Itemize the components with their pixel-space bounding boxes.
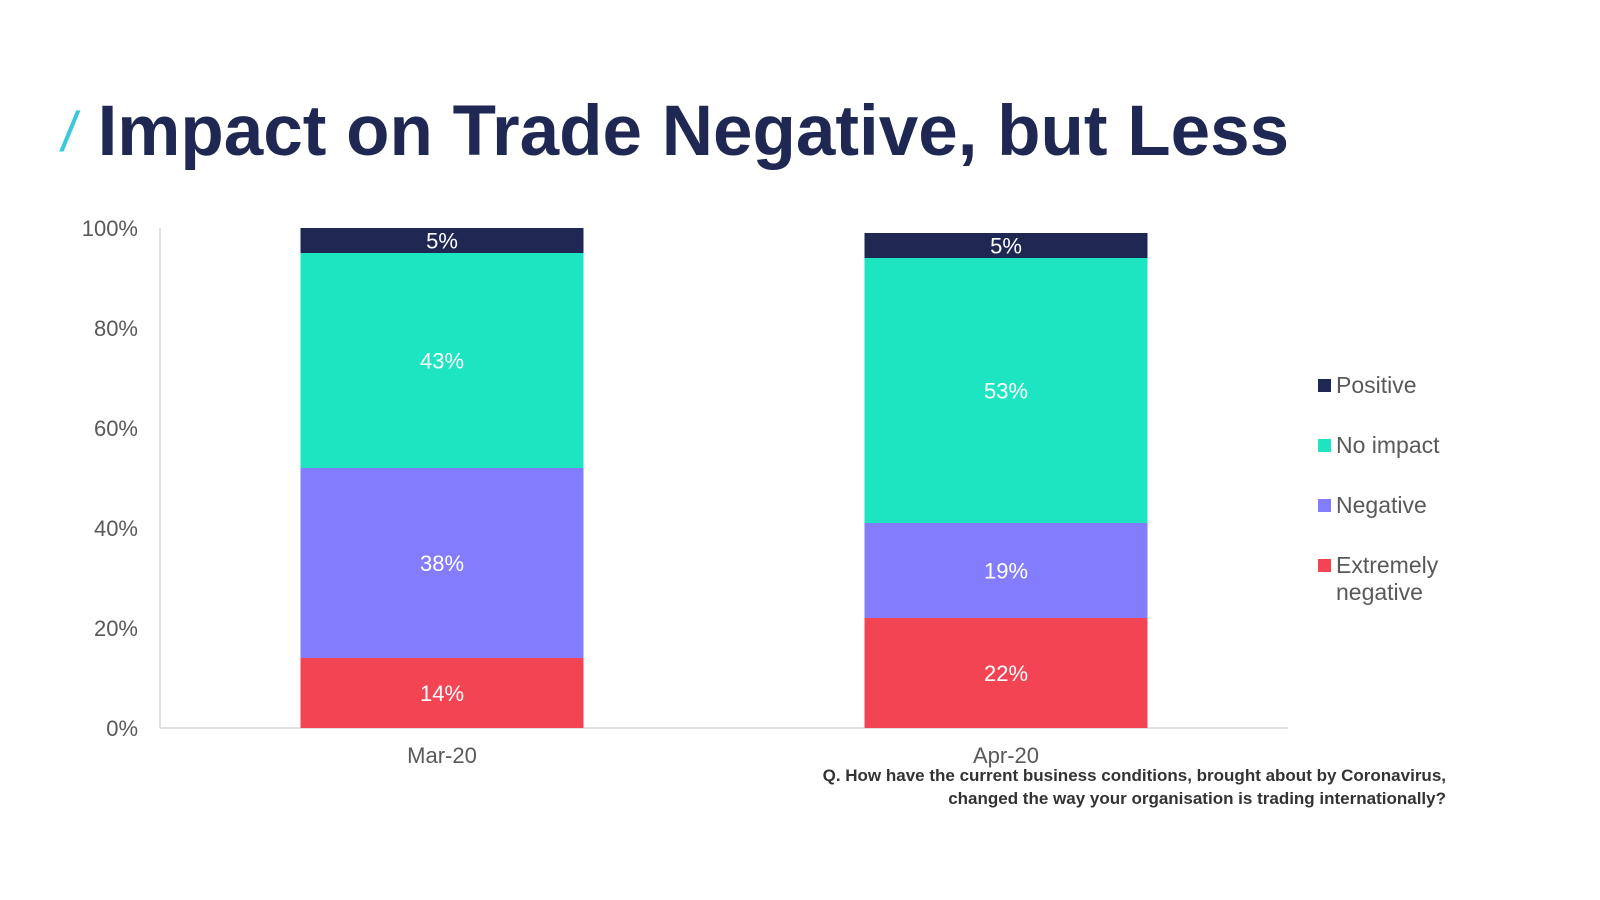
label-layer: 14% 38% 43% 5% 22% 19% 53% 5% [420,229,1028,707]
bar-segment [864,233,1148,258]
survey-question-line-1: Q. How have the current business conditi… [822,766,1446,785]
legend-label: No impact [1336,432,1440,458]
axis-layer: 0% 20% 40% 60% 80% 100% Mar-20 Apr-20 [82,216,1288,768]
bar-segment [300,658,584,728]
data-label: 14% [420,681,464,706]
title-bar: / Impact on Trade Negative, but Less [58,86,1290,176]
data-label: 19% [984,559,1028,584]
x-tick-label: Apr-20 [973,743,1039,768]
data-label: 5% [426,229,458,254]
bar-segment [864,618,1148,728]
page-title: Impact on Trade Negative, but Less [97,91,1290,171]
legend-item: Negative [1318,492,1456,519]
data-label: 38% [420,551,464,576]
bar-segment [300,468,584,658]
data-label: 5% [990,234,1022,259]
y-tick-label: 100% [82,216,138,241]
legend-label: Negative [1336,492,1427,518]
bar-segment [864,258,1148,523]
survey-question: Q. How have the current business conditi… [726,764,1446,810]
survey-question-line-2: changed the way your organisation is tra… [948,789,1446,808]
y-tick-label: 60% [94,416,138,441]
y-tick-label: 0% [106,716,138,741]
legend-swatch-icon [1318,559,1331,572]
data-label: 43% [420,349,464,374]
legend-item: Positive [1318,372,1456,399]
chart-legend: Positive No impact Negative Extremely negat… [1318,372,1456,639]
legend-item: Extremely negative [1318,552,1456,606]
bar-segment [300,253,584,468]
y-tick-label: 40% [94,516,138,541]
legend-swatch-icon [1318,499,1331,512]
legend-swatch-icon [1318,379,1331,392]
bar-segment [864,523,1148,618]
legend-item: No impact [1318,432,1456,459]
bar-segment [300,228,584,253]
y-tick-label: 20% [94,616,138,641]
y-tick-label: 80% [94,316,138,341]
bar-layer [300,228,1148,728]
legend-label: Extremely negative [1336,552,1439,605]
legend-swatch-icon [1318,439,1331,452]
legend-label: Positive [1336,372,1417,398]
x-tick-label: Mar-20 [407,743,477,768]
data-label: 22% [984,661,1028,686]
data-label: 53% [984,379,1028,404]
